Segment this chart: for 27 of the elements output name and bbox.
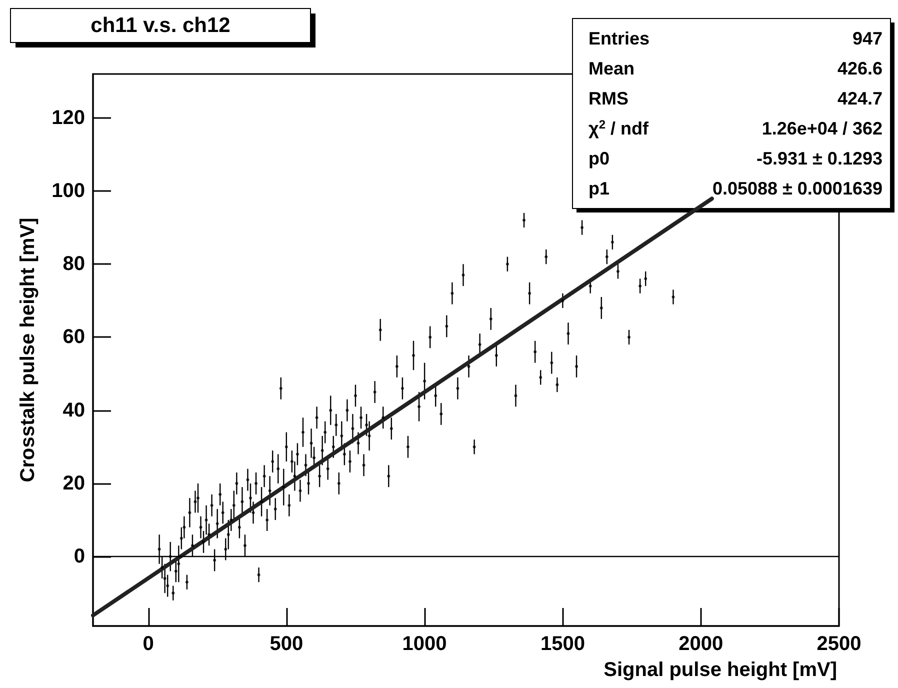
y-tick-label: 60 [62, 326, 85, 348]
annotation: 1.26e+04 / 362 [762, 118, 882, 138]
x-tick-label: 500 [270, 633, 304, 655]
annotation: 426.6 [837, 58, 882, 78]
annotation: 424.7 [837, 88, 882, 108]
annotation: Mean [588, 58, 635, 78]
y-axis-title: Crosstalk pulse height [mV] [17, 218, 39, 482]
x-tick-label: 1500 [540, 633, 585, 655]
x-tick-label: 0 [142, 633, 154, 655]
x-axis-title: Signal pulse height [mV] [604, 659, 837, 681]
annotation: p0 [588, 148, 610, 168]
annotation: 0.05088 ± 0.0001639 [712, 178, 882, 198]
x-tick-label: 2500 [816, 633, 862, 655]
y-tick-label: 120 [52, 106, 85, 129]
chart-title: ch11 v.s. ch12 [90, 14, 230, 37]
y-tick-label: 0 [74, 546, 85, 568]
text: 947 [852, 28, 882, 48]
y-tick-label: 80 [62, 253, 85, 276]
y-tick-label: 20 [62, 472, 85, 494]
annotation: RMS [588, 88, 628, 108]
y-tick-label: 40 [62, 399, 85, 422]
y-tick-label: 100 [52, 180, 85, 202]
x-tick-label: 1000 [402, 633, 447, 655]
x-tick-label: 2000 [678, 633, 724, 655]
annotation: p1 [588, 178, 610, 198]
text: Entries [588, 28, 650, 48]
annotation: -5.931 ± 0.1293 [756, 148, 882, 168]
